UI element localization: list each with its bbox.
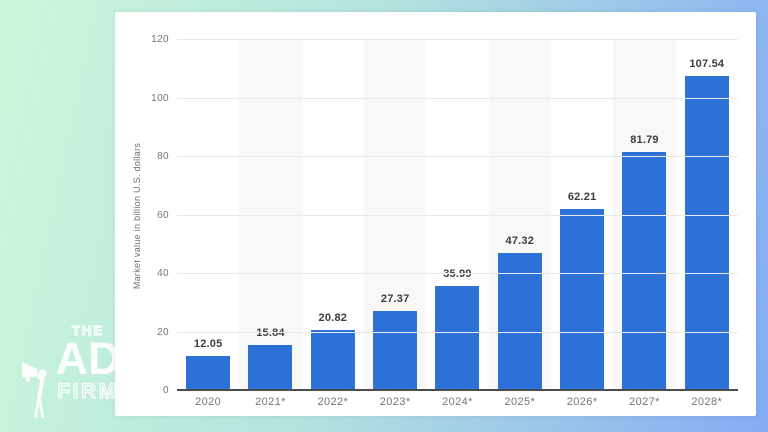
bar: [622, 151, 667, 391]
bar-column: 107.54: [676, 40, 738, 391]
gridline: [177, 156, 738, 157]
gridline: [177, 273, 738, 274]
y-tick-label: 80: [157, 151, 169, 162]
bar-value-label: 20.82: [318, 312, 348, 325]
y-tick-label: 120: [151, 34, 169, 45]
bar-value-label: 107.54: [689, 58, 725, 71]
bar: [186, 355, 231, 391]
x-tick-label: 2026*: [566, 396, 598, 408]
bar-column: 47.32: [488, 40, 551, 391]
bar: [373, 310, 418, 391]
chart-card: Market value in billion U.S. dollars 0 20…: [115, 12, 756, 416]
x-tick-label: 2025*: [504, 396, 536, 408]
bar-value-label: 47.32: [505, 234, 535, 247]
y-tick-label: 20: [157, 326, 169, 338]
bar: [310, 330, 355, 391]
bar-column: 35.99: [426, 40, 488, 391]
logo-word-ad: AD: [55, 333, 121, 384]
x-tick-label: 2020: [195, 396, 222, 408]
bar-value-label: 15.84: [256, 326, 285, 339]
x-tick-label: 2021*: [255, 396, 286, 408]
bar: [248, 344, 293, 391]
bar-column: 27.37: [363, 40, 427, 391]
y-tick-label: 60: [157, 209, 169, 221]
person-megaphone-icon: [22, 361, 47, 419]
bar-column: 20.82: [302, 40, 364, 391]
x-tick-label: 2024*: [442, 396, 473, 408]
gridline: [177, 214, 738, 216]
bar-column: 62.21: [551, 40, 613, 391]
bar-value-label: 12.05: [193, 337, 223, 350]
y-tick-label: 40: [157, 268, 169, 279]
logo-word-firm: FIRM: [57, 380, 119, 404]
y-axis-labels: 0 20 40 60 80 100 120: [115, 34, 169, 396]
bar: [435, 285, 480, 391]
x-tick-label: 2027*: [629, 396, 660, 408]
logo-text: THE AD FIRM: [50, 323, 126, 404]
bar-column: 81.79: [613, 40, 676, 391]
bar-value-label: 81.79: [630, 133, 659, 146]
bar-value-label: 27.37: [380, 292, 410, 305]
x-tick-label: 2022*: [317, 396, 349, 408]
y-tick-label: 0: [163, 385, 169, 396]
bar-column: 15.84: [239, 40, 302, 391]
ad-firm-logo: THE AD FIRM: [22, 323, 122, 424]
x-tick-label: 2028*: [691, 396, 723, 408]
x-axis-line: [177, 389, 738, 391]
bar: [560, 209, 605, 391]
logo-word-the: THE: [71, 323, 104, 338]
bar-value-label: 62.21: [567, 191, 597, 204]
gridline: [177, 331, 738, 333]
bar: [497, 252, 542, 391]
bar-columns: 12.05 15.84 20.82 27.37 35.99 47.32 62.21 81.79…: [177, 40, 738, 391]
y-tick-label: 100: [151, 92, 169, 104]
gridline: [177, 39, 738, 40]
plot-area: 12.05 15.84 20.82 27.37 35.99 47.32 62.21 81.79…: [177, 39, 738, 391]
gridline: [177, 97, 738, 99]
x-tick-label: 2023*: [379, 396, 411, 408]
bar-column: 12.05: [177, 40, 239, 391]
bar: [684, 76, 729, 391]
x-axis-labels: 2020 2021* 2022* 2023* 2024* 2025* 2026* 2027* 2…: [177, 396, 738, 412]
